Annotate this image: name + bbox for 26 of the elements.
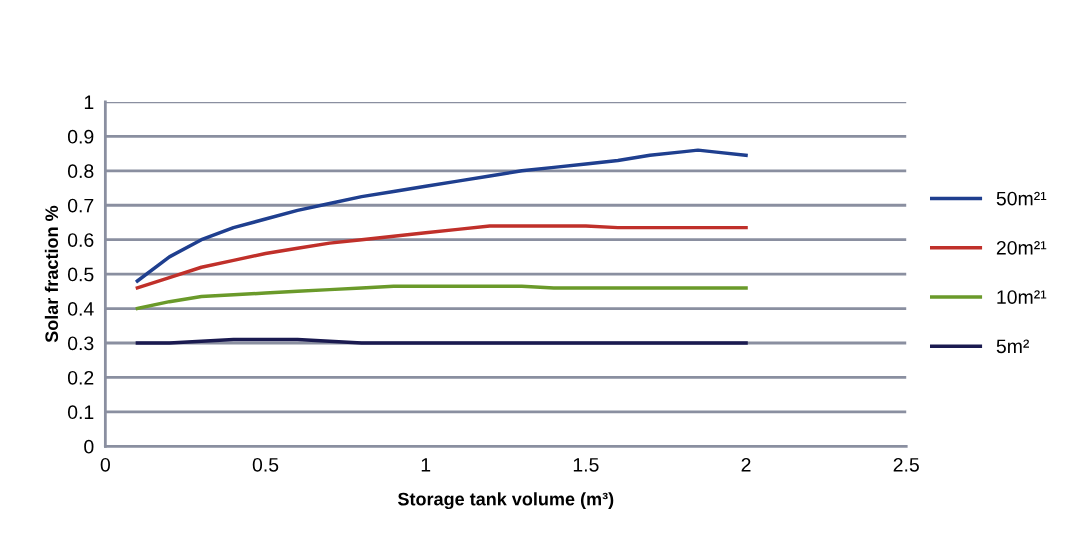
y-tick-label: 0.8 [67,164,94,179]
y-tick-label: 0.3 [67,336,94,351]
x-tick-label: 1.5 [573,458,599,472]
x-axis-title: Storage tank volume (m³) [397,492,614,510]
y-tick-label: 0.7 [67,198,94,213]
y-axis-title: Solar fraction % [44,205,59,343]
y-tick-label: 0.6 [67,233,94,247]
y-tick-label: 0.1 [67,405,94,420]
y-tick-label: 0 [84,439,94,454]
y-tick-label: 0.4 [67,302,94,316]
line-series [135,224,748,290]
y-tick-label: 1 [84,95,94,109]
x-tick-label: 2.5 [893,457,919,472]
legend-label: 5m² [996,339,1030,354]
legend-label: 50m²¹ [996,191,1047,206]
x-tick-label: 2 [741,457,751,472]
legend-label: 10m²¹ [997,290,1047,304]
x-tick-label: 1 [421,458,431,472]
x-tick-label: 0 [100,457,110,472]
y-tick-label: 0.9 [67,129,94,144]
y-tick-label: 0.2 [67,370,94,385]
line-series [135,148,748,283]
x-tick-label: 0.5 [252,457,279,472]
line-series [135,284,748,311]
y-tick-label: 0.5 [67,267,94,282]
legend-label: 20m²¹ [996,240,1047,255]
